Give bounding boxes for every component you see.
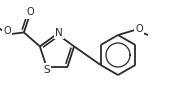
Text: O: O (135, 24, 143, 34)
Text: N: N (55, 28, 63, 38)
Text: O: O (26, 7, 34, 17)
Text: O: O (3, 26, 11, 36)
Text: S: S (43, 65, 50, 75)
